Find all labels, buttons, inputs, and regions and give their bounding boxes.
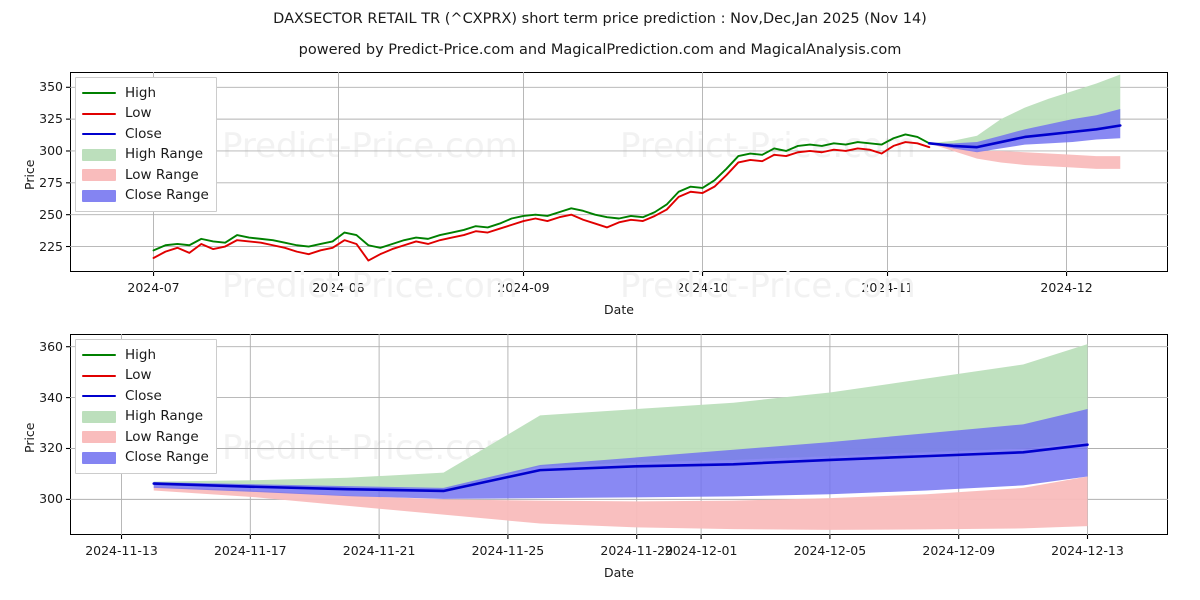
x-axis-tick-label: 2024-11-25 [471,543,545,558]
legend-item-label: Close Range [125,449,209,466]
x-axis-tick-label: 2024-12-01 [664,543,738,558]
top-plot-frame [70,72,1168,272]
legend-item-label: Low [125,367,152,384]
legend-item-low-range: Low Range [82,427,209,448]
legend-swatch-icon [82,86,116,100]
legend-item-low: Low [82,366,209,387]
x-axis-tick-label: 2024-12-09 [922,543,996,558]
legend-item-label: High [125,84,157,101]
legend-swatch-icon [82,168,116,182]
legend-item-label: Close Range [125,187,209,204]
x-axis-tick-label: 2024-11-13 [85,543,158,558]
legend-item-label: Low Range [125,428,199,445]
y-axis-tick-label: 225 [39,238,63,254]
legend-item-label: High Range [125,146,204,163]
x-axis-tick-label: 2024-11-29 [600,543,674,558]
x-axis-tick-label: 2024-10 [676,280,729,295]
legend-item-label: Low [125,105,152,122]
legend-item-label: Close [125,387,162,404]
legend-swatch-icon [82,410,116,424]
y-axis-tick-label: 360 [39,338,63,354]
y-axis-tick-label: 350 [39,79,63,95]
y-axis-tick-label: 340 [39,389,63,405]
legend-swatch-icon [82,348,116,362]
x-axis-tick-label: 2024-11 [861,280,914,295]
x-axis-tick-label: 2024-09 [497,280,550,295]
legend-swatch-icon [82,369,116,383]
legend-item-close-range: Close Range [82,448,209,469]
bottom-plot-frame [70,334,1168,535]
legend-item-label: Close [125,125,162,142]
legend-swatch-icon [82,189,116,203]
x-axis-tick-label: 2024-08 [312,280,365,295]
legend-item-high-range: High Range [82,407,209,428]
legend-item-high: High [82,345,209,366]
x-axis-tick-label: 2024-12-13 [1051,543,1124,558]
legend-item-label: Low Range [125,166,199,183]
legend-item-high-range: High Range [82,145,209,166]
legend-swatch-icon [82,127,116,141]
legend-swatch-icon [82,451,116,465]
top-x-axis-label: Date [604,302,634,317]
bottom-chart-plot [66,334,1168,539]
legend-item-label: High Range [125,408,204,425]
x-axis-tick-label: 2024-11-17 [213,543,287,558]
x-axis-tick-label: 2024-07 [127,280,180,295]
legend-item-high: High [82,83,209,104]
top-chart-plot [66,72,1168,276]
y-axis-tick-label: 325 [39,111,63,127]
legend-item-close-range: Close Range [82,186,209,207]
y-axis-tick-label: 250 [39,206,63,222]
bottom-x-axis-label: Date [604,565,634,580]
legend-item-label: High [125,346,157,363]
bottom-chart-panel: Predict-Price.com Predict-Price.com Pric… [0,320,1200,600]
bottom-chart-legend: High Low Close High Range Low Range Close Ran… [75,339,217,474]
legend-item-low: Low [82,104,209,125]
legend-item-close: Close [82,386,209,407]
x-axis-tick-label: 2024-12-05 [793,543,867,558]
title-block: DAXSECTOR RETAIL TR (^CXPRX) short term … [0,0,1200,58]
legend-swatch-icon [82,430,116,444]
y-axis-tick-label: 300 [39,491,63,507]
legend-swatch-icon [82,107,116,121]
y-axis-tick-label: 300 [39,142,63,158]
legend-swatch-icon [82,389,116,403]
page-subtitle: powered by Predict-Price.com and Magical… [298,42,902,58]
legend-item-close: Close [82,124,209,145]
y-axis-tick-label: 320 [39,440,63,456]
y-axis-tick-label: 275 [39,174,63,190]
x-axis-tick-label: 2024-12 [1040,280,1093,295]
page-title: DAXSECTOR RETAIL TR (^CXPRX) short term … [273,11,927,27]
top-chart-panel: Predict-Price.com Predict-Price.com Pred… [22,72,1168,317]
legend-item-low-range: Low Range [82,165,209,186]
x-axis-tick-label: 2024-11-21 [342,543,416,558]
top-chart-legend: High Low Close High Range Low Range Close Ran… [75,77,217,212]
legend-swatch-icon [82,148,116,162]
